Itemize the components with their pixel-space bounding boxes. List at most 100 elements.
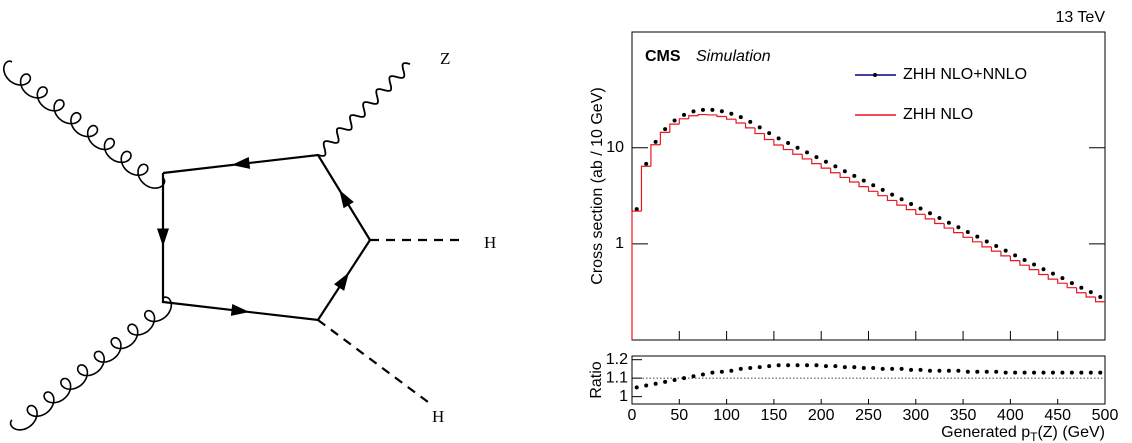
- ratio-point: [880, 366, 885, 371]
- ratio-point: [1022, 370, 1027, 375]
- histogram-step: [943, 223, 954, 229]
- data-point: [663, 127, 668, 132]
- data-point: [861, 178, 866, 183]
- histogram-step: [1047, 274, 1058, 280]
- histogram-step: [726, 116, 737, 120]
- histogram-step: [886, 195, 897, 202]
- ratio-point: [1003, 370, 1008, 375]
- fermion-loop: [161, 153, 372, 322]
- data-point: [899, 197, 904, 202]
- x-tick-label: 0: [628, 407, 637, 424]
- histogram-step: [1000, 251, 1011, 257]
- x-tick-label: 200: [808, 407, 835, 424]
- data-point: [710, 107, 715, 112]
- data-point: [909, 201, 914, 206]
- histogram-step: [1085, 292, 1096, 298]
- data-point: [814, 155, 819, 160]
- data-point: [691, 109, 696, 114]
- histogram-step: [934, 218, 945, 225]
- histogram-step: [678, 118, 689, 125]
- ratio-point: [729, 368, 734, 373]
- histogram-step: [688, 115, 699, 119]
- histogram-step: [1057, 279, 1068, 284]
- histogram-step: [650, 144, 661, 167]
- histogram-step: [981, 241, 992, 248]
- ratio-point: [994, 369, 999, 374]
- ratio-point: [682, 376, 687, 381]
- gluon: [9, 296, 173, 431]
- gluon: [3, 60, 166, 189]
- ratio-point: [899, 366, 904, 371]
- ratio-point: [852, 365, 857, 370]
- data-point: [975, 234, 980, 239]
- ratio-point: [767, 364, 772, 369]
- ratio-point: [918, 367, 923, 372]
- histogram-step: [631, 210, 642, 340]
- ratio-point: [1013, 370, 1018, 375]
- y-axis-label: Cross section (ab / 10 GeV): [589, 87, 606, 284]
- legend-label: ZHH NLO: [903, 106, 973, 123]
- data-point: [927, 211, 932, 216]
- y-tick-label: 1: [619, 388, 628, 405]
- ratio-y-label: Ratio: [588, 361, 605, 398]
- data-point: [842, 169, 847, 174]
- histogram-step: [858, 182, 869, 188]
- ratio-point: [946, 368, 951, 373]
- data-point: [1013, 253, 1018, 258]
- histogram-step: [716, 114, 727, 118]
- data-point: [852, 173, 857, 178]
- ratio-point: [738, 366, 743, 371]
- energy-label: 13 TeV: [1055, 9, 1105, 26]
- ratio-point: [663, 379, 668, 384]
- ratio-point: [909, 367, 914, 372]
- data-point: [805, 150, 810, 155]
- data-point: [1050, 271, 1055, 276]
- legend-point: [873, 73, 877, 77]
- ratio-point: [795, 363, 800, 368]
- ratio-point: [1098, 370, 1103, 375]
- x-tick-label: 350: [950, 407, 977, 424]
- y-tick-label: 1.1: [606, 369, 628, 386]
- ratio-point: [748, 366, 753, 370]
- x-tick-label: 50: [670, 407, 688, 424]
- histogram-step: [792, 149, 803, 155]
- x-tick-label: 150: [761, 407, 788, 424]
- x-tick-label: 400: [997, 407, 1024, 424]
- photon-z: [317, 62, 411, 157]
- data-point: [1041, 267, 1046, 272]
- histogram-step: [1094, 297, 1105, 303]
- data-point: [1079, 285, 1084, 290]
- ratio-point: [786, 363, 791, 368]
- x-label-sub: T: [1030, 430, 1038, 443]
- histogram-step: [905, 205, 916, 211]
- ratio-point: [965, 369, 970, 374]
- x-axis-label: Generated pT(Z) (GeV): [941, 424, 1105, 443]
- ratio-point: [937, 368, 942, 373]
- data-point: [653, 139, 658, 144]
- ratio-point: [653, 381, 658, 386]
- ratio-point: [842, 365, 847, 370]
- legend-label: ZHH NLO+NNLO: [903, 66, 1027, 83]
- ratio-point: [691, 374, 696, 379]
- histogram-step: [697, 113, 708, 116]
- data-point: [1088, 290, 1093, 295]
- higgs-label: H: [432, 407, 444, 426]
- ratio-point: [672, 378, 677, 382]
- histogram-step: [1019, 260, 1030, 266]
- data-point: [1060, 276, 1065, 281]
- fermion-arrow: [157, 228, 169, 247]
- histogram-step: [848, 177, 860, 183]
- x-label-rest: (Z) (GeV): [1037, 424, 1105, 441]
- data-point: [937, 215, 942, 220]
- histogram-step: [763, 133, 774, 141]
- ratio-point: [871, 366, 876, 370]
- ratio-point: [1060, 370, 1065, 375]
- ratio-point: [719, 369, 724, 374]
- ratio-point: [776, 363, 781, 368]
- data-point: [795, 145, 800, 150]
- ratio-point: [1041, 370, 1046, 375]
- ratio-point: [975, 369, 980, 374]
- ratio-point: [1069, 370, 1074, 375]
- histogram-step: [1038, 269, 1049, 276]
